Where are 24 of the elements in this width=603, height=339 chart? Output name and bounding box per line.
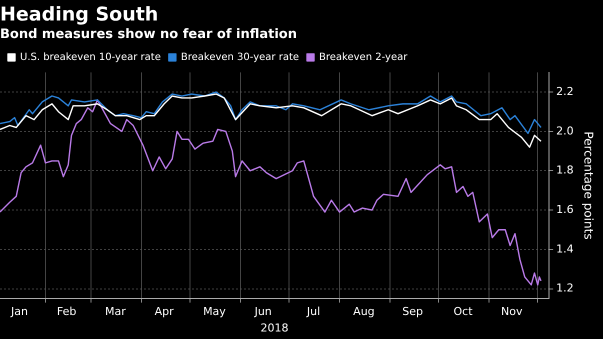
x-tick-label: May [203,305,226,318]
x-tick-label: Jul [306,305,320,318]
legend-label: U.S. breakeven 10-year rate [20,52,161,63]
x-tick-label: Sep [402,305,424,318]
x-tick-label: Apr [154,305,174,318]
y-tick-label: 1.6 [556,202,574,216]
legend-label: Breakeven 30-year rate [180,52,300,63]
x-tick-label: Nov [501,305,523,318]
x-tick-label: Jan [10,305,28,318]
legend-label: Breakeven 2-year [319,52,408,63]
y-tick-label: 1.4 [556,242,574,256]
x-tick-label: Feb [56,305,76,318]
y-tick-label: 2.2 [556,84,574,98]
x-axis-title: 2018 [260,321,289,334]
x-tick-label: Oct [453,305,474,318]
y-axis-title: Percentage points [582,131,596,240]
x-tick-label: Jun [254,305,272,318]
y-tick-label: 1.2 [556,282,574,295]
x-tick-label: Aug [353,305,375,318]
y-tick-label: 1.8 [556,164,574,177]
x-tick-label: Mar [104,305,126,318]
chart-subtitle: Bond measures show no fear of inflation [0,26,297,42]
y-tick-label: 2.0 [556,124,574,138]
chart-title: Heading South [0,3,158,26]
